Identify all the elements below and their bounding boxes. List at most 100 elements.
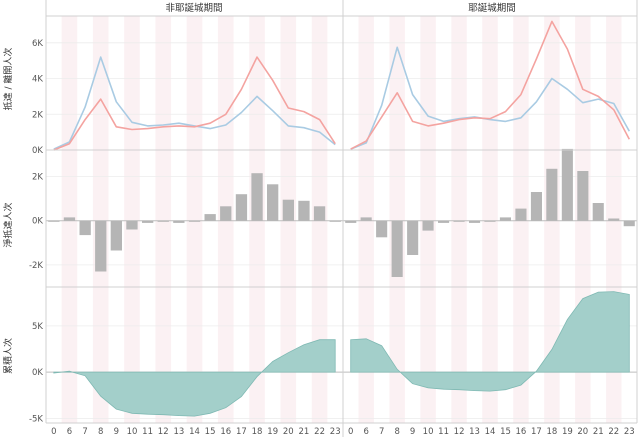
band-line-chart-p0-3 [92,16,109,150]
x-tick-label-p1-3: 8 [394,427,399,437]
bar-p1-14 [561,148,573,221]
band-bar-chart-p0-9 [186,150,203,287]
band-bar-chart-p1-9 [482,150,498,287]
x-tick-label-p0-0: 0 [51,427,56,437]
line-arrivals-p1 [350,46,630,150]
bar-p1-16 [592,203,604,221]
x-tick-label-p0-16: 21 [298,427,309,437]
bar-p1-5 [422,220,434,231]
bar-p0-15 [282,199,294,221]
x-tick-label-p0-15: 20 [283,427,294,437]
bar-p1-0 [345,220,357,223]
x-tick-label-p0-12: 17 [236,427,247,437]
bar-p0-7 [157,220,169,222]
x-tick-label-p0-9: 14 [189,427,200,437]
y-tick-label-line-chart-1: 2K [32,110,43,120]
x-tick-label-p1-1: 6 [363,427,368,437]
band-line-chart-p1-15 [575,16,591,150]
y-axis-label-arrivals-departures: 抵達 / 離開人次 [2,48,14,111]
bar-p0-0 [48,220,60,222]
bar-p0-16 [298,200,310,221]
band-line-chart-p1-7 [451,16,467,150]
bar-p1-7 [453,220,465,222]
bar-p1-11 [515,208,527,221]
x-tick-label-p0-2: 7 [82,427,87,437]
bar-p1-18 [623,220,635,227]
bar-p0-17 [313,206,326,221]
x-tick-label-p1-15: 20 [577,427,588,437]
y-axis-label-net-arrivals: 淨抵達人次 [2,202,14,247]
band-area-chart-p0-13 [249,287,265,423]
x-tick-label-p1-16: 21 [593,427,604,437]
x-tick-label-p1-12: 17 [531,427,542,437]
bar-p1-15 [577,171,589,221]
area-cumulative-p1 [350,291,630,392]
x-tick-label-p0-4: 9 [114,427,119,437]
x-tick-label-p1-5: 10 [423,427,434,437]
x-tick-label-p1-8: 13 [469,427,480,437]
bar-p0-11 [220,206,232,221]
bar-p0-8 [173,220,185,223]
x-tick-label-p1-17: 22 [608,427,619,437]
x-tick-label-p1-2: 7 [379,427,384,437]
row-labels: 抵達 / 離開人次 淨抵達人次 累積人次 [2,48,14,374]
x-tick-label-p0-7: 12 [158,427,169,437]
x-tick-label-p0-10: 15 [205,427,216,437]
x-tick-label-p0-3: 8 [98,427,103,437]
y-tick-label-line-chart-2: 4K [32,75,43,85]
band-line-chart-p1-3 [389,16,405,150]
x-tick-label-p1-9: 14 [485,427,496,437]
line-departures-p0 [53,56,336,151]
x-tick-label-p1-0: 0 [348,427,353,437]
band-line-chart-p0-17 [311,16,328,150]
band-area-chart-p1-5 [420,287,436,423]
x-tick-label-p0-8: 13 [173,427,184,437]
bar-p0-3 [95,220,107,272]
y-tick-label-area-chart-2: 5K [32,322,43,332]
band-line-chart-p0-9 [186,16,203,150]
bar-p0-2 [79,220,91,236]
bar-p0-10 [204,214,216,221]
bar-p0-5 [126,220,138,230]
x-tick-label-p1-14: 19 [562,427,573,437]
x-tick-label-p0-17: 22 [314,427,325,437]
x-tick-label-p0-18: 23 [330,427,341,437]
y-tick-label-bar-chart-0: -2K [29,261,43,271]
y-axis-label-cumulative: 累積人次 [2,338,14,374]
band-bar-chart-p1-5 [420,150,436,287]
line-arrivals-p0 [53,56,336,150]
bar-p1-9 [484,220,496,222]
x-tick-label-p0-13: 18 [252,427,263,437]
band-line-chart-p0-7 [155,16,172,150]
x-tick-label-p0-5: 10 [127,427,138,437]
x-tick-label-p1-11: 16 [515,427,526,437]
bar-p1-2 [376,220,388,238]
x-tick-label-p1-18: 23 [624,427,635,437]
y-tick-label-bar-chart-2: 2K [32,173,43,183]
bar-p0-12 [235,194,248,221]
bar-p1-8 [469,220,481,223]
band-line-chart-p1-11 [513,16,529,150]
band-line-chart-p0-13 [249,16,265,150]
bar-p1-10 [499,217,511,221]
x-tick-label-p0-6: 11 [142,427,153,437]
band-area-chart-p1-7 [451,287,467,423]
band-line-chart-p1-13 [544,16,560,150]
panel-title-non-christmas: 非耶誕城期間 [165,2,222,14]
bar-p1-12 [530,192,542,221]
band-line-chart-p0-11 [217,16,234,150]
bar-p1-6 [438,220,450,223]
band-area-chart-p0-1 [61,287,78,423]
band-line-chart-p1-1 [358,16,374,150]
y-tick-label-area-chart-0: -5K [29,414,43,424]
area-cumulative-p0 [53,339,336,417]
band-area-chart-p1-11 [513,287,529,423]
line-departures-p1 [350,20,631,150]
bar-p1-4 [407,220,419,255]
y-tick-label-bar-chart-1: 0K [32,217,43,227]
y-tick-label-line-chart-0: 0K [32,146,43,156]
bar-p1-13 [546,168,558,221]
band-area-chart-p0-3 [92,287,109,423]
